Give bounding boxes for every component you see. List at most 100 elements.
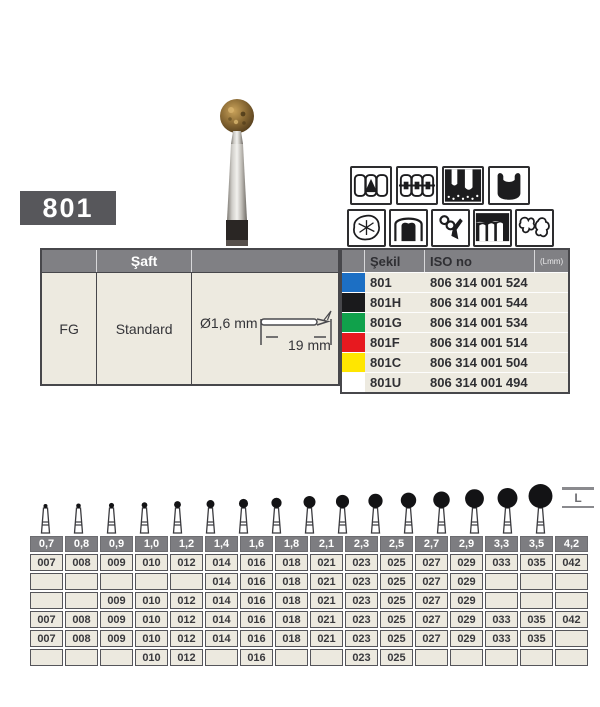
iso-size-cell: 033 [485,630,518,647]
iso-table-row: 801G 806 314 001 534 [342,313,568,333]
molar-silhouette-icon [488,166,530,205]
iso-size-cell: 008 [65,630,98,647]
iso-size-cell: 025 [380,611,413,628]
iso-size-cell: 010 [135,592,168,609]
shape-code-cell: 801H [365,293,425,312]
iso-size-cell: 016 [240,573,273,590]
size-header-cell: 2,3 [345,536,378,552]
size-header-cell: 0,8 [65,536,98,552]
shaft-header-cell: Şaft [97,250,192,272]
gingiva-line-icon [473,209,512,247]
bur-silhouette-strip [30,480,590,534]
lmm-cell [535,373,568,392]
empty-size-cell [520,649,553,666]
bur-silhouette [139,502,150,534]
iso-size-cell: 018 [275,573,308,590]
iso-size-cell: 025 [380,592,413,609]
iso-size-cell: 012 [170,649,203,666]
iso-number: 806 314 001 534 [430,315,528,330]
iso-size-cell: 023 [345,630,378,647]
color-swatch [342,373,365,392]
lmm-column-header: (Lmm) [535,250,568,272]
iso-size-cell: 027 [415,573,448,590]
iso-size-cell: 029 [450,554,483,571]
empty-size-cell [415,649,448,666]
size-header-cell: 4,2 [555,536,588,552]
size-header-cell: 0,9 [100,536,133,552]
iso-size-cell: 016 [240,554,273,571]
iso-size-cell: 018 [275,592,308,609]
size-chart: 0,7 0,8 0,9 1,0 1,2 1,4 1,6 1,8 2,1 2,3 2,5 2,7 2,9 3… [28,480,590,668]
shaft-table-header: Şaft [42,250,338,273]
empty-size-cell [485,649,518,666]
empty-size-cell [100,573,133,590]
shape-code-cell: 801 [365,273,425,292]
iso-table-row: 801 806 314 001 524 [342,273,568,293]
iso-size-cell: 029 [450,611,483,628]
iso-size-cell: 042 [555,611,588,628]
size-header-cell: 2,1 [310,536,343,552]
iso-size-cell: 012 [170,630,203,647]
diameter-label: Ø1,6 mm [199,315,258,331]
shape-code: 801G [370,315,402,330]
iso-size-cell: 009 [100,554,133,571]
size-header-cell: 2,5 [380,536,413,552]
iso-size-cell: 033 [485,554,518,571]
bur-silhouette [400,492,417,534]
iso-size-cell: 023 [345,573,378,590]
bur-silhouette [238,498,249,534]
shape-code-cell: 801C [365,353,425,372]
iso-size-cell: 016 [240,630,273,647]
iso-table-rows: 801 806 314 001 524 801H 806 314 001 544 801… [342,273,568,392]
empty-size-cell [30,592,63,609]
empty-size-cell [65,649,98,666]
iso-size-cell: 025 [380,554,413,571]
shaft-table-body: FG Standard Ø1,6 mm [42,273,338,385]
iso-number: 806 314 001 544 [430,295,528,310]
size-header-cell: 1,0 [135,536,168,552]
iso-size-cell: 029 [450,630,483,647]
lmm-cell [535,273,568,292]
empty-size-cell [555,649,588,666]
size-header-cell: 1,8 [275,536,308,552]
empty-size-cell [450,649,483,666]
iso-size-cell: 027 [415,630,448,647]
application-icons-row1 [350,166,554,205]
shank-type: FG [59,321,79,337]
iso-size-cell: 021 [310,611,343,628]
iso-number: 806 314 001 504 [430,355,528,370]
shaft-header-spacer-left [42,250,98,272]
color-swatch [342,293,365,312]
teeth-arrow-icon [350,166,392,205]
iso-size-cell: 016 [240,592,273,609]
iso-size-cell: 027 [415,611,448,628]
size-header-cell: 1,4 [205,536,238,552]
iso-size-cell: 010 [135,649,168,666]
iso-table-header: Şekil ISO no (Lmm) [342,250,568,273]
size-header-cell: 3,3 [485,536,518,552]
iso-size-cell: 021 [310,573,343,590]
size-header-cell: 1,6 [240,536,273,552]
bur-silhouette [335,494,350,534]
size-header-cell: 2,7 [415,536,448,552]
round-bur-image [220,99,254,246]
iso-size-cell: 035 [520,611,553,628]
color-swatch [342,313,365,332]
length-label: 19 mm [287,337,331,353]
size-header-cell: 2,9 [450,536,483,552]
bur-silhouette [106,502,117,534]
shape-number-badge: 801 [20,191,116,225]
bur-silhouette [303,496,316,534]
orthodontic-brackets-icon [396,166,438,205]
iso-size-cell: 018 [275,611,308,628]
empty-size-cell [30,573,63,590]
iso-size-cell: 009 [100,592,133,609]
shape-code: 801U [370,375,402,390]
empty-size-cell [65,573,98,590]
bur-silhouette [465,489,484,534]
bur-silhouette [368,493,383,534]
iso-size-cell: 035 [520,554,553,571]
empty-size-cell [555,630,588,647]
empty-size-cell [100,649,133,666]
